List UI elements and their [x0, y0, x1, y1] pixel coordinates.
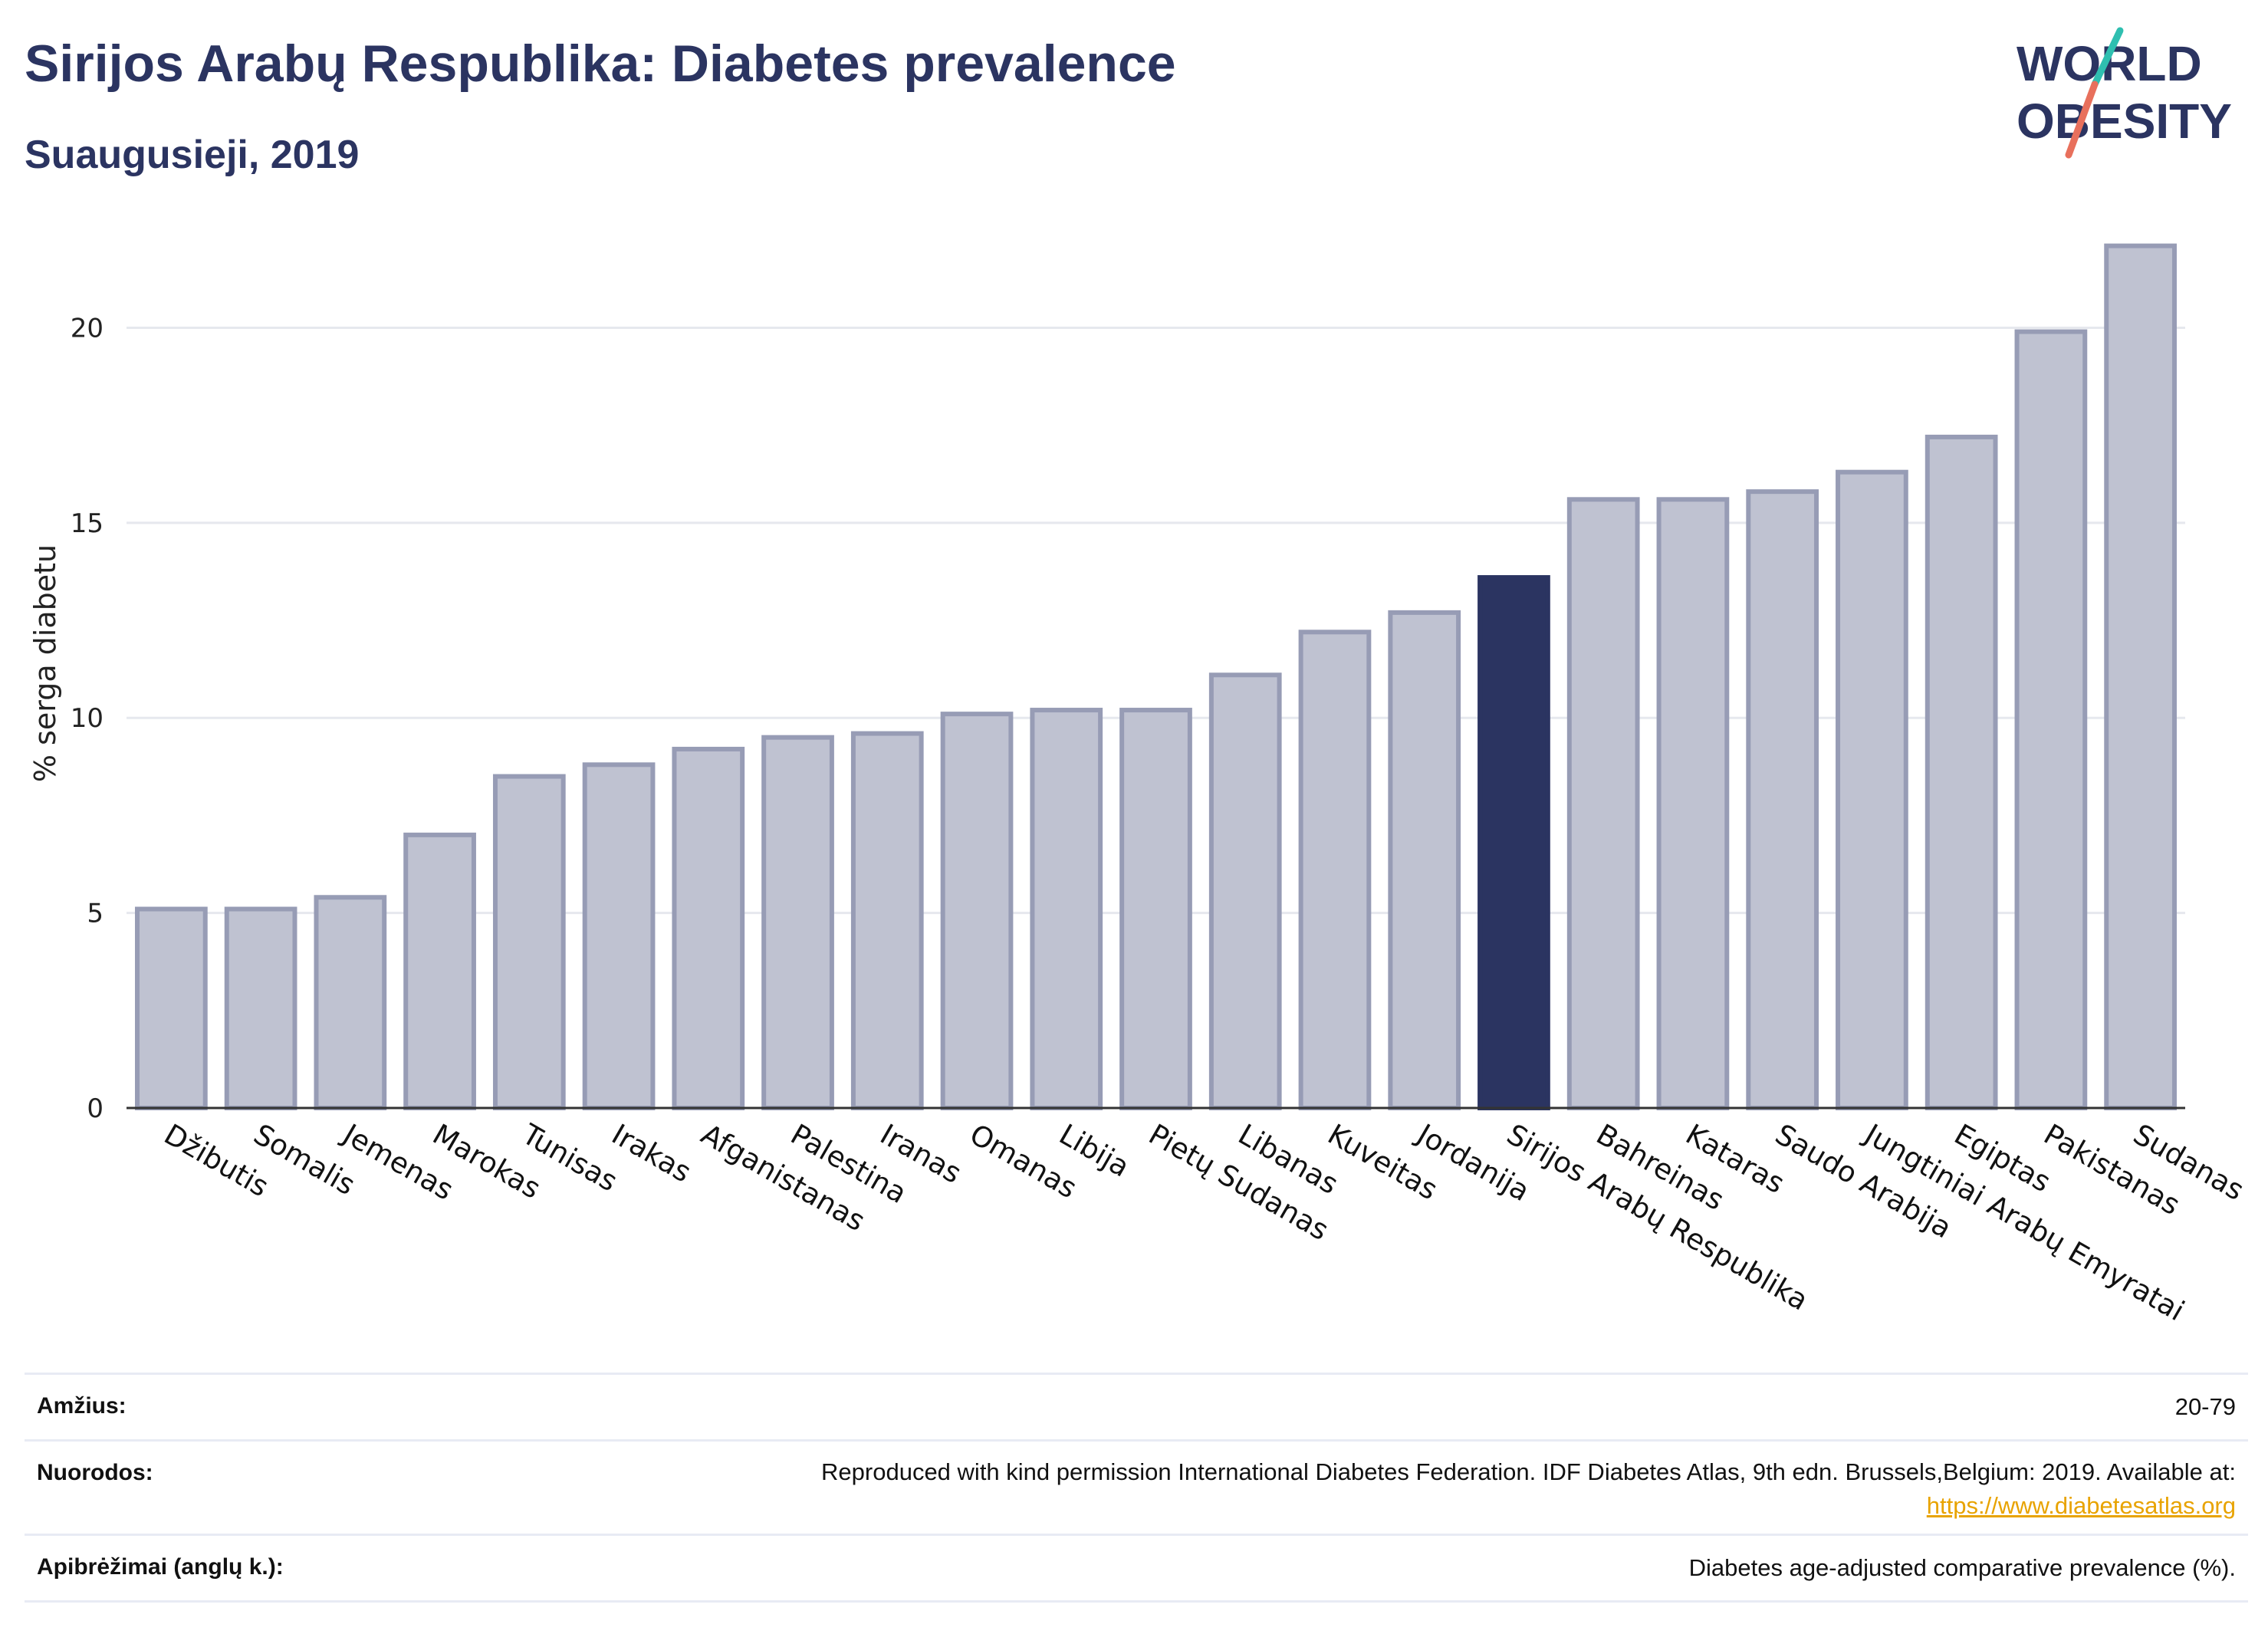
bar: [2104, 243, 2177, 1111]
bar: [1208, 672, 1282, 1110]
bar: [850, 731, 924, 1110]
bar: [224, 906, 297, 1110]
age-label: Amžius:: [37, 1393, 127, 1419]
y-tick-label: 15: [71, 508, 104, 539]
bar: [1656, 497, 1730, 1110]
bar: [672, 746, 745, 1110]
bar: [1566, 497, 1640, 1110]
bar: [1925, 434, 1998, 1110]
bar: [1477, 575, 1550, 1110]
y-tick-label: 20: [71, 313, 104, 344]
references-value: Reproduced with kind permission Internat…: [25, 1442, 2248, 1523]
y-tick-label: 0: [87, 1093, 104, 1124]
bar: [2014, 329, 2088, 1110]
x-tick-label: Irakas: [606, 1118, 697, 1189]
chart-title: Sirijos Arabų Respublika: Diabetes preva…: [25, 35, 1176, 93]
bar: [492, 774, 566, 1111]
bar: [1119, 708, 1192, 1110]
y-tick-label: 10: [71, 703, 104, 734]
bar: [761, 735, 834, 1111]
footer-references-row: Nuorodos: Reproduced with kind permissio…: [25, 1439, 2248, 1534]
bar: [940, 712, 1014, 1110]
references-link[interactable]: https://www.diabetesatlas.org: [1926, 1492, 2236, 1519]
footer-age-row: Amžius: 20-79: [25, 1373, 2248, 1439]
bar: [1836, 469, 1908, 1110]
bar: [314, 895, 387, 1111]
bar: [403, 832, 476, 1110]
bar: [1388, 610, 1461, 1110]
bar: [1298, 630, 1372, 1110]
chart-subtitle: Suaugusieji, 2019: [25, 133, 360, 177]
logo-line2: OBESITY: [2017, 94, 2232, 149]
bar: [1030, 708, 1103, 1110]
references-label: Nuorodos:: [37, 1460, 153, 1485]
definitions-value: Diabetes age-adjusted comparative preval…: [1688, 1554, 2236, 1581]
bar: [135, 906, 208, 1110]
y-axis-label: % serga diabetu: [28, 544, 62, 782]
age-value: 20-79: [2174, 1393, 2236, 1420]
y-tick-label: 5: [87, 899, 104, 929]
footer-definitions-row: Apibrėžimai (anglų k.): Diabetes age-adj…: [25, 1534, 2248, 1603]
chart-footer: Amžius: 20-79 Nuorodos: Reproduced with …: [25, 1373, 2248, 1603]
bar: [582, 762, 656, 1110]
logo-line1: WORLD: [2017, 36, 2202, 91]
world-obesity-logo: WORLD OBESITY: [2017, 27, 2232, 159]
bar: [1746, 489, 1819, 1110]
definitions-label: Apibrėžimai (anglų k.):: [37, 1554, 284, 1580]
references-text: Reproduced with kind permission Internat…: [821, 1458, 2236, 1485]
